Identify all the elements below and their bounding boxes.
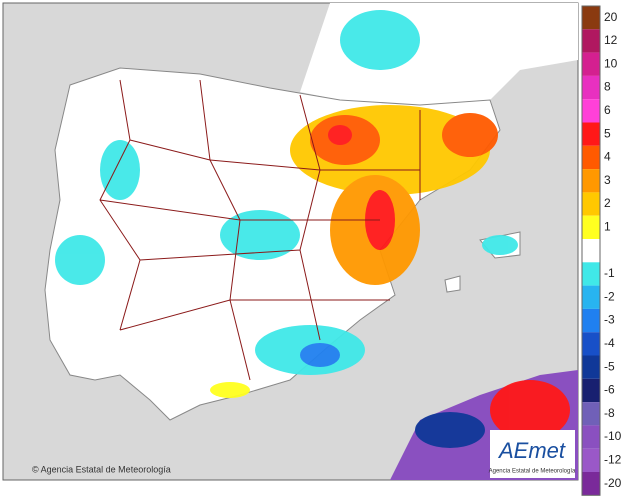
logo-caption: Agencia Estatal de Meteorología — [489, 469, 576, 475]
legend-swatch — [582, 332, 600, 356]
legend-label: -20 — [604, 476, 622, 490]
legend-label: 12 — [604, 33, 618, 47]
credit: © Agencia Estatal de Meteorología — [32, 464, 171, 474]
legend-label: -1 — [604, 266, 615, 280]
legend-swatch — [582, 29, 600, 53]
legend-swatch — [582, 145, 600, 170]
legend-swatch — [582, 285, 600, 309]
logo-box — [490, 430, 575, 478]
legend-label: 5 — [604, 126, 611, 140]
legend-label: 6 — [604, 103, 611, 117]
legend-swatch — [582, 378, 600, 403]
legend-label: -3 — [604, 313, 615, 327]
logo: AEmet — [497, 438, 566, 463]
legend-swatch — [582, 308, 600, 333]
legend-swatch — [582, 472, 600, 496]
legend-swatch — [582, 99, 600, 123]
legend-swatch — [582, 52, 600, 76]
legend-swatch — [582, 6, 600, 30]
legend-label: 2 — [604, 196, 611, 210]
legend-label: 8 — [604, 80, 611, 94]
legend-label: 10 — [604, 56, 618, 70]
legend-frame — [581, 5, 601, 496]
legend-label: -4 — [604, 336, 615, 350]
legend-swatch — [582, 215, 600, 239]
legend-label: -5 — [604, 359, 615, 373]
legend-label: -6 — [604, 383, 615, 397]
legend-swatch — [582, 355, 600, 379]
legend-label: -8 — [604, 406, 615, 420]
legend-swatch — [582, 192, 600, 216]
legend-swatch — [582, 122, 600, 146]
legend-swatch — [582, 402, 600, 426]
legend-label: 3 — [604, 173, 611, 187]
legend-label: -2 — [604, 289, 615, 303]
legend-label: -10 — [604, 429, 622, 443]
legend-swatch — [582, 448, 600, 472]
legend-label: 20 — [604, 10, 618, 24]
legend-swatch — [582, 425, 600, 449]
legend-swatch — [582, 262, 600, 286]
anomaly-areas — [55, 10, 570, 448]
province-borders — [99, 79, 421, 381]
legend-swatch — [582, 75, 600, 100]
legend-swatch — [582, 169, 600, 193]
legend-label: 4 — [604, 150, 611, 164]
legend-label: 1 — [604, 220, 611, 234]
legend-label: -12 — [604, 453, 622, 467]
